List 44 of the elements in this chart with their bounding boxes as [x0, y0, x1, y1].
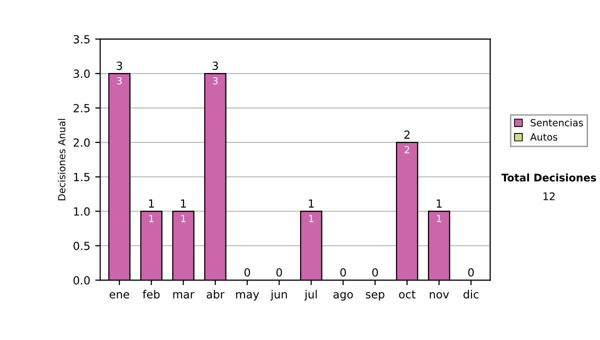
y-tick-label: 2.5: [74, 104, 90, 112]
x-tick-label: sep: [366, 292, 384, 301]
x-tick-label: ene: [110, 292, 130, 298]
total-label: 3: [116, 62, 122, 70]
x-tick-label: dic: [464, 290, 478, 298]
total-label: 1: [436, 199, 442, 208]
legend-label: Autos: [530, 133, 558, 141]
x-tick-label: may: [236, 292, 260, 301]
legend-label: Sentencias: [530, 118, 583, 126]
x-tick-label: oct: [399, 290, 416, 298]
data-label: 3: [212, 77, 218, 85]
x-tick-label: abr: [206, 290, 224, 298]
data-label: 3: [117, 77, 122, 85]
total-label: 2: [404, 130, 410, 139]
total-label: 0: [468, 268, 474, 277]
total-label: 1: [181, 199, 186, 208]
total-label: 0: [276, 268, 282, 277]
text: Total Decisiones: [501, 173, 596, 182]
y-tick-label: 2.0: [74, 138, 90, 147]
total-label: 0: [340, 268, 346, 277]
data-label: 2: [404, 146, 410, 154]
data-label: 1: [181, 215, 186, 222]
x-tick-label: ago: [333, 292, 353, 301]
x-tick-label: jun: [270, 290, 287, 301]
y-tick-label: 3.0: [74, 70, 90, 78]
x-tick-label: jul: [304, 290, 317, 301]
total-label: 1: [149, 199, 154, 208]
y-tick-label: 1.0: [74, 207, 90, 216]
y-tick-label: 1.5: [74, 172, 90, 182]
x-tick-label: nov: [430, 292, 449, 298]
data-label: 1: [309, 215, 314, 222]
y-axis-title: Decisiones Anual: [58, 118, 66, 200]
y-tick-label: 0.5: [74, 242, 90, 250]
total-label: 3: [212, 62, 218, 70]
x-tick-label: feb: [142, 290, 160, 298]
total-label: 0: [244, 268, 250, 277]
total-label: 1: [308, 199, 314, 208]
y-tick-label: 3.5: [74, 35, 90, 44]
data-label: 1: [149, 215, 154, 222]
data-label: 1: [437, 215, 442, 222]
total-label: 0: [372, 268, 378, 277]
text: 12: [544, 192, 555, 200]
x-tick-label: mar: [173, 292, 194, 298]
y-tick-label: 0.0: [74, 276, 90, 285]
